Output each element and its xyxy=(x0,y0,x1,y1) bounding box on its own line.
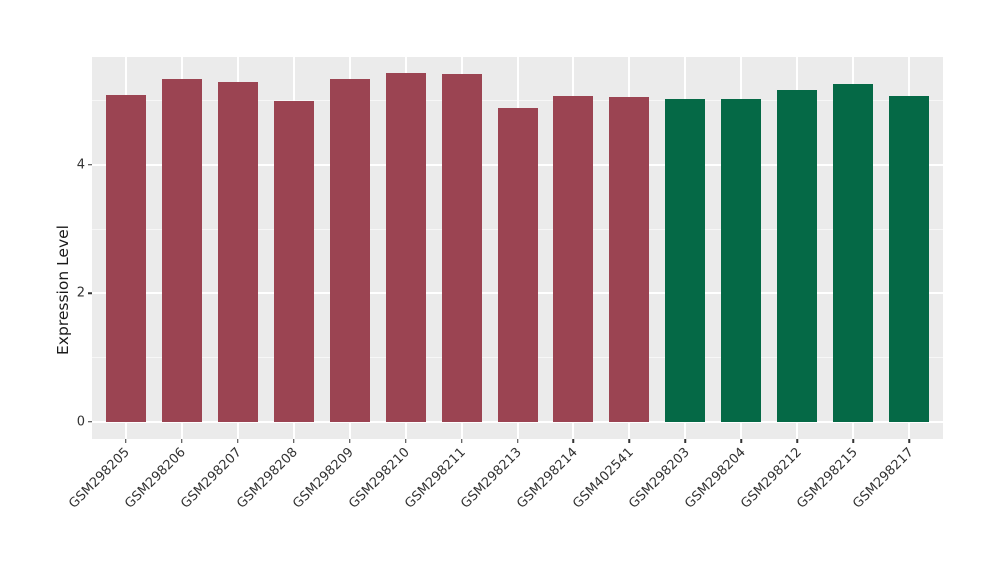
bar-GSM298210 xyxy=(385,73,426,422)
bar-GSM298213 xyxy=(497,108,538,422)
bar-GSM298215 xyxy=(833,83,874,422)
bar-GSM298214 xyxy=(553,95,594,422)
x-tick-mark-GSM298209 xyxy=(348,439,351,443)
y-tick-label-4: 4 xyxy=(76,157,85,173)
x-tick-mark-GSM298212 xyxy=(796,439,799,443)
bar-GSM298209 xyxy=(329,79,370,422)
x-tick-mark-GSM298206 xyxy=(180,439,183,443)
x-tick-mark-GSM298204 xyxy=(740,439,743,443)
bar-GSM298208 xyxy=(273,100,314,422)
x-tick-mark-GSM298214 xyxy=(572,439,575,443)
bar-GSM298212 xyxy=(777,89,818,422)
bar-GSM298211 xyxy=(441,74,482,422)
x-tick-mark-GSM298203 xyxy=(684,439,687,443)
x-tick-mark-GSM298217 xyxy=(908,439,911,443)
x-tick-mark-GSM298207 xyxy=(236,439,239,443)
y-tick-mark-4 xyxy=(88,164,92,166)
bar-GSM298203 xyxy=(665,99,706,422)
y-tick-mark-2 xyxy=(88,292,92,294)
bar-GSM402541 xyxy=(609,97,650,422)
bar-GSM298205 xyxy=(105,94,146,422)
x-tick-mark-GSM298205 xyxy=(124,439,127,443)
x-tick-mark-GSM298215 xyxy=(852,439,855,443)
y-tick-label-2: 2 xyxy=(76,285,85,301)
bar-GSM298204 xyxy=(721,98,762,422)
bar-GSM298217 xyxy=(889,95,930,422)
plot-panel xyxy=(92,57,943,439)
bar-GSM298207 xyxy=(217,82,258,422)
x-tick-mark-GSM298213 xyxy=(516,439,519,443)
x-tick-mark-GSM298211 xyxy=(460,439,463,443)
x-tick-mark-GSM298208 xyxy=(292,439,295,443)
bar-GSM298206 xyxy=(161,79,202,422)
y-tick-label-0: 0 xyxy=(76,414,85,430)
y-tick-mark-0 xyxy=(88,420,92,423)
x-tick-mark-GSM298210 xyxy=(404,439,407,443)
x-tick-mark-GSM402541 xyxy=(628,439,631,443)
